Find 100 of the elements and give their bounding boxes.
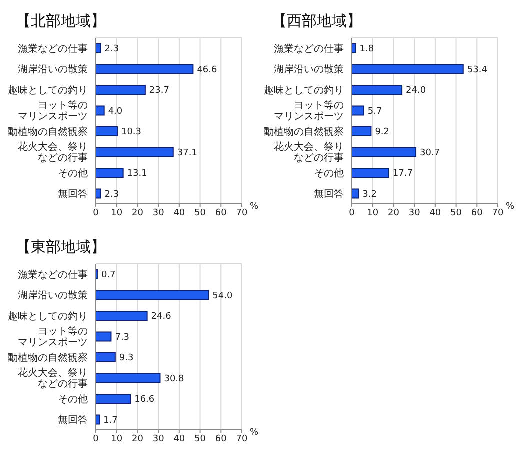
- bar: [96, 352, 116, 362]
- data-label: 46.6: [197, 65, 218, 76]
- data-label: 2.3: [104, 190, 120, 200]
- y-tick-label: 動植物の自然観察: [264, 126, 344, 138]
- x-tick-label: 60: [215, 434, 228, 444]
- y-tick-label: 趣味としての釣り: [264, 84, 344, 96]
- data-label: 2.3: [104, 44, 120, 55]
- y-tick-label: その他: [314, 167, 344, 180]
- data-label: 5.7: [368, 106, 382, 117]
- x-tick-label: 20: [132, 208, 144, 218]
- chart-title: 【西部地域】: [272, 11, 362, 32]
- x-tick-label: 50: [194, 208, 206, 218]
- data-label: 24.0: [406, 86, 426, 96]
- x-tick-label: 10: [111, 434, 123, 444]
- bar: [96, 394, 132, 404]
- x-tick-label: 70: [492, 208, 504, 218]
- y-tick-label: 漁業などの仕事: [18, 268, 88, 281]
- x-tick-label: 70: [236, 434, 248, 444]
- bar: [96, 126, 118, 136]
- x-tick-label: 0: [349, 208, 356, 218]
- y-tick-label: 花火大会、祭りなどの行事: [18, 141, 88, 164]
- x-tick-label: 50: [194, 434, 206, 444]
- y-tick-label: 趣味としての釣り: [8, 84, 88, 96]
- y-tick-label: 湖岸沿いの散策: [18, 64, 88, 76]
- y-tick-label: 漁業などの仕事: [18, 42, 88, 55]
- y-tick-label: 動植物の自然観察: [8, 352, 88, 364]
- y-tick-label: 趣味としての釣り: [8, 310, 88, 322]
- y-tick-label: 花火大会、祭りなどの行事: [274, 141, 344, 164]
- data-label: 1.7: [104, 416, 118, 426]
- data-label: 23.7: [149, 86, 170, 96]
- data-label: 37.1: [177, 148, 198, 158]
- bar: [96, 106, 105, 116]
- y-tick-label: ヨット等のマリンスポーツ: [274, 100, 344, 123]
- bar: [96, 64, 194, 74]
- data-label: 1.8: [360, 44, 374, 55]
- x-tick-label: 30: [152, 434, 165, 444]
- y-tick-label: ヨット等のマリンスポーツ: [18, 326, 88, 349]
- data-label: 3.2: [362, 190, 377, 200]
- y-tick-label: 無回答: [314, 188, 344, 200]
- x-tick-label: 60: [471, 208, 484, 218]
- data-label: 30.7: [420, 148, 440, 158]
- y-tick-label: ヨット等のマリンスポーツ: [18, 100, 88, 123]
- data-label: 54.0: [212, 291, 233, 302]
- bar: [352, 44, 356, 54]
- data-label: 7.3: [115, 332, 130, 343]
- x-axis-title: %: [506, 202, 515, 212]
- x-tick-label: 40: [174, 208, 186, 218]
- x-tick-label: 30: [152, 208, 165, 218]
- y-tick-label: 無回答: [58, 188, 88, 200]
- data-label: 17.7: [392, 169, 413, 180]
- x-tick-label: 10: [111, 208, 123, 218]
- y-tick-label: 花火大会、祭りなどの行事: [18, 367, 88, 390]
- x-tick-label: 60: [215, 208, 228, 218]
- data-label: 30.8: [164, 374, 185, 384]
- x-tick-label: 40: [430, 208, 442, 218]
- bar: [352, 64, 464, 74]
- bar: [352, 147, 417, 158]
- data-label: 4.0: [108, 106, 123, 117]
- y-tick-label: その他: [58, 167, 88, 180]
- x-tick-label: 20: [388, 208, 400, 218]
- x-tick-label: 0: [93, 208, 100, 218]
- bar: [96, 188, 102, 199]
- x-tick-label: 0: [93, 434, 100, 444]
- bar: [96, 85, 146, 95]
- x-axis-title: %: [250, 202, 259, 212]
- bar: [96, 44, 102, 54]
- bar: [96, 373, 161, 384]
- bar: [96, 332, 112, 342]
- data-label: 24.6: [151, 312, 172, 322]
- x-tick-label: 40: [174, 434, 186, 444]
- data-label: 9.3: [119, 354, 134, 364]
- data-label: 53.4: [467, 65, 488, 76]
- x-tick-label: 70: [236, 208, 248, 218]
- bar: [96, 290, 210, 300]
- data-label: 9.2: [375, 128, 390, 138]
- y-tick-label: 湖岸沿いの散策: [274, 64, 344, 76]
- y-tick-label: 動植物の自然観察: [8, 126, 88, 138]
- bar: [352, 168, 390, 178]
- x-tick-label: 50: [450, 208, 462, 218]
- y-tick-label: その他: [58, 393, 88, 406]
- bar: [352, 85, 403, 95]
- data-label: 0.7: [101, 270, 116, 281]
- chart-title: 【東部地域】: [16, 237, 106, 258]
- y-tick-label: 漁業などの仕事: [274, 42, 344, 55]
- bar: [352, 126, 372, 136]
- data-label: 16.6: [134, 395, 155, 406]
- bar: [352, 106, 364, 116]
- bar: [96, 311, 148, 321]
- chart-title: 【北部地域】: [16, 11, 106, 32]
- y-tick-label: 無回答: [58, 414, 88, 426]
- data-label: 13.1: [127, 169, 148, 180]
- bar: [96, 168, 124, 178]
- x-tick-label: 20: [132, 434, 144, 444]
- bar: [96, 147, 174, 158]
- data-label: 10.3: [121, 128, 142, 138]
- y-tick-label: 湖岸沿いの散策: [18, 290, 88, 302]
- x-tick-label: 10: [367, 208, 379, 218]
- x-tick-label: 30: [408, 208, 421, 218]
- bar: [352, 188, 360, 199]
- x-axis-title: %: [250, 428, 259, 438]
